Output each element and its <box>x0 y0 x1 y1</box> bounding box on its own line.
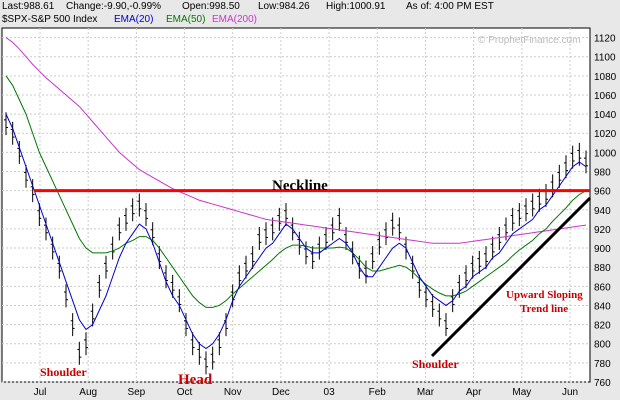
watermark: © ProphetFinance.com <box>478 35 580 46</box>
y-tick-label: 840 <box>594 301 611 312</box>
legend-ema200: EMA(200) <box>212 14 258 25</box>
price-bars <box>4 112 588 375</box>
x-axis: Jul Aug Sep Oct Nov Dec 03 Feb Mar Apr May Jun <box>34 387 578 398</box>
y-tick-label: 940 <box>594 206 611 217</box>
y-tick-label: 1040 <box>594 110 617 121</box>
x-tick-label: Mar <box>417 387 435 398</box>
ema200-line <box>5 37 587 244</box>
x-tick-label: Oct <box>177 387 193 398</box>
x-tick-label: Dec <box>272 387 290 398</box>
open-price: Open:998.50 <box>182 1 240 12</box>
high-price: High:1000.91 <box>326 1 386 12</box>
x-tick-label: Aug <box>79 387 97 398</box>
neckline-label: Neckline <box>272 178 328 194</box>
y-tick-label: 960 <box>594 187 611 198</box>
y-tick-label: 1000 <box>594 148 617 159</box>
y-tick-label: 820 <box>594 321 611 332</box>
plot-area <box>1 27 591 383</box>
y-tick-label: 900 <box>594 244 611 255</box>
quote-header: Last:988.61 Change:-9.90,-0.99% Open:998… <box>0 0 620 13</box>
trend-line <box>430 196 592 358</box>
y-tick-label: 780 <box>594 359 611 370</box>
shoulder-right-label: Shoulder <box>412 357 459 371</box>
x-tick-label: Feb <box>369 387 387 398</box>
y-tick-label: 800 <box>594 340 611 351</box>
y-tick-label: 920 <box>594 225 611 236</box>
y-tick-label: 1100 <box>594 53 616 64</box>
last-price: Last:988.61 <box>2 1 55 12</box>
x-tick-label: 03 <box>324 387 336 398</box>
shoulder-left-label: Shoulder <box>40 365 87 379</box>
legend-ema20: EMA(20) <box>114 14 154 25</box>
y-tick-label: 760 <box>594 378 611 389</box>
trend-label-2: Trend line <box>520 303 568 315</box>
x-tick-label: Jun <box>562 387 578 398</box>
price-change: Change:-9.90,-0.99% <box>66 1 162 12</box>
legend-symbol: $SPX-S&P 500 Index <box>2 14 98 25</box>
x-tick-label: May <box>512 387 531 398</box>
as-of-time: As of: 4:00 PM EST <box>406 1 494 12</box>
ema20-line <box>5 113 587 350</box>
trend-label-1: Upward Sloping <box>506 289 583 301</box>
head-label: Head <box>178 372 213 388</box>
x-tick-label: Jul <box>34 387 47 398</box>
x-tick-label: Nov <box>224 387 242 398</box>
y-tick-label: 1020 <box>594 129 617 140</box>
y-axis: 760 780 800 820 840 860 880 900 920 940 960 980 1000… <box>594 34 617 389</box>
y-tick-label: 860 <box>594 282 611 293</box>
ema50-line <box>5 75 587 308</box>
legend-ema50: EMA(50) <box>166 14 206 25</box>
y-tick-label: 980 <box>594 168 611 179</box>
legend: $SPX-S&P 500 Index EMA(20) EMA(50) EMA(2… <box>0 13 620 26</box>
x-tick-label: Apr <box>466 387 482 398</box>
y-tick-label: 1060 <box>594 91 617 102</box>
y-tick-label: 1080 <box>594 72 617 83</box>
low-price: Low:984.26 <box>258 1 310 12</box>
y-tick-label: 1120 <box>594 34 616 45</box>
y-tick-label: 880 <box>594 263 611 274</box>
x-tick-label: Sep <box>127 387 145 398</box>
